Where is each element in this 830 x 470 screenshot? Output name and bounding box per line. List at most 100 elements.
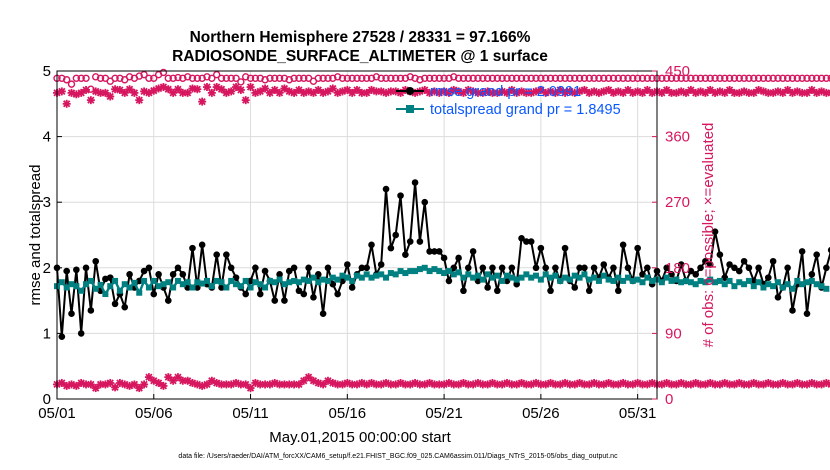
rmse-point <box>324 264 332 272</box>
spread-point <box>692 281 699 288</box>
spread-point <box>804 279 810 286</box>
obs-possible-point <box>62 76 71 84</box>
rmse-point <box>663 264 670 272</box>
spread-point <box>339 272 346 279</box>
obs-possible-point <box>387 74 395 82</box>
spread-point <box>474 272 481 279</box>
obs-evaluated-point <box>207 88 216 97</box>
obs-possible-point <box>764 74 772 82</box>
y-tick-label: 3 <box>43 194 51 211</box>
obs-possible-point <box>217 74 226 82</box>
obs-possible-point <box>730 74 739 82</box>
obs-possible-point <box>266 74 274 82</box>
obs-possible-point <box>648 74 656 82</box>
rmse-point <box>344 261 351 268</box>
obs-possible-point <box>72 74 81 82</box>
obs-possible-point <box>614 74 622 82</box>
spread-point <box>208 283 215 290</box>
spread-point <box>610 277 617 284</box>
obs-possible-point <box>338 74 347 82</box>
spread-point <box>387 270 394 277</box>
obs-possible-point <box>595 74 603 82</box>
obs-possible-point <box>208 74 216 82</box>
rmse-point <box>227 264 235 272</box>
obs-possible-point <box>498 74 506 82</box>
rmse-point <box>769 257 777 265</box>
spread-point <box>460 274 467 281</box>
rmse-point <box>755 264 762 272</box>
spread-point <box>426 268 433 275</box>
obs-possible-point <box>687 74 695 82</box>
rmse-point <box>87 307 95 314</box>
spread-point <box>557 277 564 284</box>
rmse-point <box>827 247 830 254</box>
obs-possible-point <box>314 74 322 82</box>
spread-point <box>368 274 375 281</box>
obs-possible-point <box>348 74 356 82</box>
obs-possible-point <box>145 74 153 82</box>
spread-point <box>702 279 709 286</box>
spread-point <box>421 264 428 271</box>
obs-possible-point <box>125 73 134 81</box>
obs-possible-point <box>459 74 468 82</box>
legend-rmse-label: rmse grand pr = 2.0991 <box>430 84 581 100</box>
rmse-point <box>450 264 458 272</box>
spread-point <box>97 281 104 288</box>
obs-possible-point <box>561 74 569 82</box>
rmse-point <box>314 271 322 278</box>
rmse-point <box>716 251 724 258</box>
spread-point <box>199 280 206 287</box>
obs-possible-point <box>435 74 443 82</box>
obs-evaluated-point <box>682 88 691 97</box>
obs-evaluated-point <box>662 85 671 94</box>
obs-possible-point <box>827 74 830 82</box>
spread-point <box>818 283 825 290</box>
series-totalspread <box>54 264 830 298</box>
rmse-point <box>92 257 100 265</box>
spread-point <box>789 285 796 292</box>
rmse-point <box>527 238 535 245</box>
obs-possible-point <box>227 74 235 82</box>
spread-point <box>402 270 409 277</box>
obs-evaluated-point <box>338 87 347 96</box>
obs-possible-point <box>542 74 550 82</box>
spread-point <box>649 277 656 284</box>
rmse-point <box>387 244 395 252</box>
spread-point <box>252 279 259 286</box>
y-tick-label: 0 <box>43 391 51 408</box>
spread-point <box>620 277 627 284</box>
rmse-point <box>784 264 791 272</box>
footer-datafile: data file: /Users/raeder/DAI/ATM_forcXX/… <box>178 453 618 460</box>
spread-point <box>194 279 201 286</box>
rmse-point <box>677 261 685 268</box>
obs-evaluated-point <box>236 85 245 94</box>
rmse-point <box>484 284 491 291</box>
rmse-point <box>634 244 641 252</box>
obs-possible-point <box>333 73 342 81</box>
obs-evaluated-point <box>72 381 81 390</box>
spread-point <box>624 274 631 281</box>
obs-evaluated-point <box>444 88 453 97</box>
rmse-point <box>431 248 438 255</box>
spread-point <box>392 271 399 278</box>
spread-point <box>58 279 65 286</box>
rmse-point <box>334 290 341 298</box>
spread-point <box>566 276 573 283</box>
obs-possible-point <box>295 74 303 82</box>
spread-point <box>170 284 177 291</box>
rmse-point <box>126 271 133 278</box>
rmse-point <box>711 228 719 236</box>
rmse-point <box>435 248 443 255</box>
rmse-point <box>469 248 477 255</box>
obs-possible-point <box>256 74 264 82</box>
spread-point <box>315 279 322 286</box>
obs-possible-point <box>822 74 830 82</box>
rmse-point <box>150 290 158 298</box>
spread-point <box>184 279 191 286</box>
spread-point <box>354 272 360 279</box>
spread-point <box>223 284 230 291</box>
spread-point <box>494 272 501 279</box>
rmse-point <box>455 254 462 262</box>
spread-point <box>562 274 569 281</box>
rmse-point <box>179 271 187 278</box>
